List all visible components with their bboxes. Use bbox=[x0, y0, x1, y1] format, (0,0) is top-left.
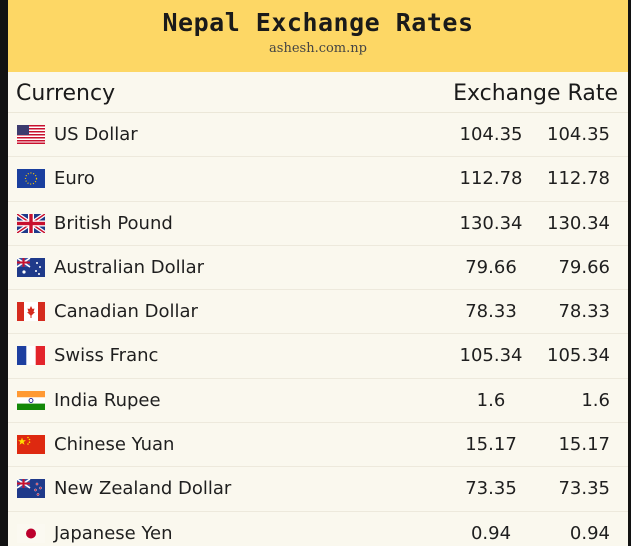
buy-rate: 15.17 bbox=[465, 434, 517, 456]
sell-rate: 79.66 bbox=[558, 256, 610, 278]
currency-name: British Pound bbox=[54, 212, 173, 234]
cn-flag-icon bbox=[17, 435, 45, 455]
sell-rate: 1.6 bbox=[581, 389, 610, 411]
currency-name: New Zealand Dollar bbox=[54, 478, 232, 500]
in-flag-icon bbox=[17, 390, 45, 410]
currency-name: Euro bbox=[54, 168, 95, 190]
currency-name: Canadian Dollar bbox=[54, 301, 198, 323]
eu-flag-icon bbox=[17, 169, 45, 189]
buy-rate: 112.78 bbox=[459, 168, 523, 190]
sell-rate: 78.33 bbox=[558, 301, 610, 323]
table-row: Chinese Yuan 15.17 15.17 bbox=[8, 423, 628, 468]
currency-name: US Dollar bbox=[54, 124, 138, 145]
buy-rate: 105.34 bbox=[459, 345, 523, 367]
table-row: Australian Dollar 79.66 79.66 bbox=[8, 246, 628, 291]
buy-rate: 78.33 bbox=[465, 301, 517, 323]
currency-name: Swiss Franc bbox=[54, 345, 159, 367]
buy-rate: 73.35 bbox=[465, 478, 517, 500]
sell-rate: 112.78 bbox=[547, 168, 610, 190]
source-link[interactable]: ashesh.com.np bbox=[269, 41, 367, 56]
currency-name: Chinese Yuan bbox=[54, 434, 175, 456]
buy-rate: 79.66 bbox=[465, 256, 517, 278]
sell-rate: 0.94 bbox=[569, 522, 610, 544]
table-row: British Pound 130.34 130.34 bbox=[8, 202, 628, 246]
header-banner: Nepal Exchange Rates ashesh.com.np bbox=[8, 0, 628, 72]
sell-rate: 73.35 bbox=[558, 478, 610, 500]
table-row: New Zealand Dollar 73.35 73.35 bbox=[8, 467, 628, 512]
au-flag-icon bbox=[17, 257, 45, 277]
column-header-exchange-rate: Exchange Rate bbox=[453, 81, 618, 106]
currency-name: India Rupee bbox=[54, 389, 161, 411]
exchange-rate-widget: Nepal Exchange Rates ashesh.com.np Curre… bbox=[8, 0, 628, 546]
table-row: Japanese Yen 0.94 0.94 bbox=[8, 512, 628, 546]
uk-flag-icon bbox=[17, 213, 45, 233]
column-header-currency: Currency bbox=[16, 81, 116, 106]
currency-name: Japanese Yen bbox=[54, 522, 173, 544]
currency-name: Australian Dollar bbox=[54, 256, 205, 278]
jp-flag-icon bbox=[17, 523, 45, 543]
table-row: India Rupee 1.6 1.6 bbox=[8, 379, 628, 424]
table-header: Currency Exchange Rate bbox=[8, 72, 628, 113]
nz-flag-icon bbox=[17, 479, 45, 499]
widget-title: Nepal Exchange Rates bbox=[162, 8, 474, 37]
table-row: Canadian Dollar 78.33 78.33 bbox=[8, 290, 628, 335]
table-row: Swiss Franc 105.34 105.34 bbox=[8, 334, 628, 379]
ch-flag-icon bbox=[17, 346, 45, 366]
table-row: Euro 112.78 112.78 bbox=[8, 157, 628, 202]
buy-rate: 104.35 bbox=[459, 124, 523, 145]
us-flag-icon bbox=[17, 125, 45, 144]
sell-rate: 15.17 bbox=[558, 434, 610, 456]
buy-rate: 130.34 bbox=[459, 212, 523, 234]
sell-rate: 130.34 bbox=[547, 212, 610, 234]
buy-rate: 1.6 bbox=[476, 389, 506, 411]
sell-rate: 105.34 bbox=[547, 345, 610, 367]
table-row: US Dollar 104.35 104.35 bbox=[8, 113, 628, 158]
rates-table: US Dollar 104.35 104.35 Euro 112.78 112.… bbox=[8, 113, 628, 546]
buy-rate: 0.94 bbox=[470, 522, 512, 544]
sell-rate: 104.35 bbox=[547, 124, 610, 145]
ca-flag-icon bbox=[17, 302, 45, 322]
